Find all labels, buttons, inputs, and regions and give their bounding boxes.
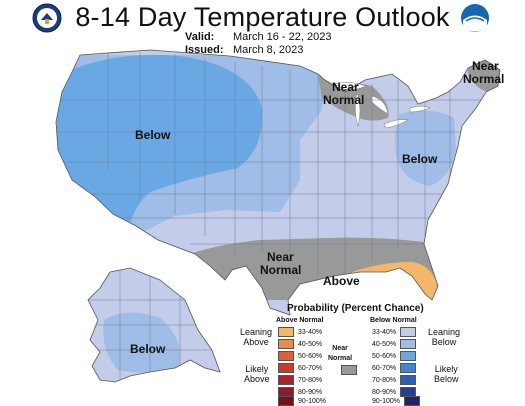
legend-below-row: 40-50% [372, 339, 417, 349]
legend-above-row: 70-80% [278, 375, 322, 385]
legend-below-row: 70-80% [372, 375, 417, 385]
likely-above-line2: Above [244, 374, 270, 384]
legend-above-row: 50-60% [278, 351, 322, 361]
label-east-below: Below [402, 152, 438, 166]
range-label: 40-50% [372, 340, 397, 348]
label-west-below: Below [135, 128, 171, 142]
legend-above-header: Above Normal [276, 317, 324, 324]
range-label: 40-50% [298, 340, 323, 348]
label-florida-above: Above [323, 274, 360, 288]
state-lines-horizontal [56, 99, 500, 245]
range-label: 80-90% [298, 388, 323, 396]
legend-above-row: 33-40% [278, 327, 322, 337]
legend-below-row: 60-70% [372, 363, 417, 373]
leaning-below-line2: Below [431, 337, 457, 347]
legend-below-row: 33-40% [372, 327, 417, 337]
above-swatch [278, 363, 294, 373]
range-label: 50-60% [372, 352, 397, 360]
above-swatch [278, 327, 294, 337]
valid-label: Valid: [185, 31, 215, 43]
legend-likely-above: Likely Above [244, 364, 270, 384]
range-label: 80-90% [372, 388, 397, 396]
label-south-normal: Normal [260, 263, 301, 277]
below-40-50-east-region [395, 110, 456, 186]
below-swatch [400, 375, 417, 385]
range-label: 33-40% [372, 328, 397, 336]
noaa-logo-icon [461, 4, 489, 32]
above-swatch [278, 339, 294, 349]
below-swatch [400, 351, 417, 361]
range-label: 90-100% [372, 397, 401, 405]
range-label: 60-70% [298, 364, 323, 372]
legend-title: Probability (Percent Chance) [287, 303, 424, 314]
label-alaska-below: Below [130, 342, 166, 356]
label-great-lakes-near: Near [332, 80, 359, 94]
above-swatch [278, 351, 294, 361]
lake-erie [383, 119, 409, 129]
likely-below-line2: Below [434, 374, 459, 384]
below-swatch [400, 327, 417, 337]
lake-michigan [355, 93, 361, 127]
above-swatch [278, 375, 294, 385]
state-lines-vertical [107, 50, 451, 276]
label-northeast-normal: Normal [463, 72, 504, 86]
issued-date: March 8, 2023 [233, 44, 304, 56]
below-swatch [400, 339, 417, 349]
page-title: 8-14 Day Temperature Outlook [75, 2, 450, 32]
commerce-seal-icon [32, 3, 62, 33]
label-northeast-near: Near [472, 59, 499, 73]
near-header-line1: Near [332, 345, 348, 352]
likely-above-line1: Likely [245, 364, 269, 374]
alaska-region-lines [88, 268, 220, 382]
alaska-below-40-50-region [103, 312, 180, 373]
legend-below-header: Below Normal [370, 317, 417, 324]
legend-likely-below: Likely Below [434, 364, 459, 384]
label-great-lakes-normal: Normal [323, 93, 364, 107]
leaning-above-line2: Above [243, 337, 269, 347]
near-normal-swatch [341, 365, 357, 375]
legend-above-row: 60-70% [278, 363, 322, 373]
range-label: 33-40% [298, 328, 323, 336]
dates-block: Valid: March 16 - 22, 2023 Issued: March 8… [185, 31, 331, 57]
range-label: 60-70% [372, 364, 397, 372]
likely-below-line1: Likely [434, 364, 458, 374]
label-south-near: Near [267, 250, 294, 264]
near-header-line2: Normal [328, 355, 353, 362]
below-swatch [400, 363, 417, 373]
legend-leaning-above: Leaning Above [240, 327, 272, 347]
range-label: 50-60% [298, 352, 323, 360]
range-label: 90-100% [298, 397, 327, 405]
range-label: 70-80% [372, 376, 397, 384]
lake-huron [371, 95, 389, 115]
near-normal-northeast-region [468, 58, 500, 92]
state-boundaries [56, 50, 500, 276]
great-lakes [333, 82, 431, 129]
range-label: 70-80% [298, 376, 323, 384]
legend-near-header: Near Normal [328, 344, 352, 364]
legend-below-row: 50-60% [372, 351, 417, 361]
near-normal-great-lakes-region [318, 76, 389, 121]
leaning-above-line1: Leaning [240, 327, 273, 337]
valid-dates: March 16 - 22, 2023 [233, 31, 332, 43]
legend-leaning-below: Leaning Below [428, 327, 460, 347]
legend-above-row: 40-50% [278, 339, 322, 349]
alaska-boundaries [88, 268, 220, 382]
leaning-below-line1: Leaning [428, 327, 461, 337]
